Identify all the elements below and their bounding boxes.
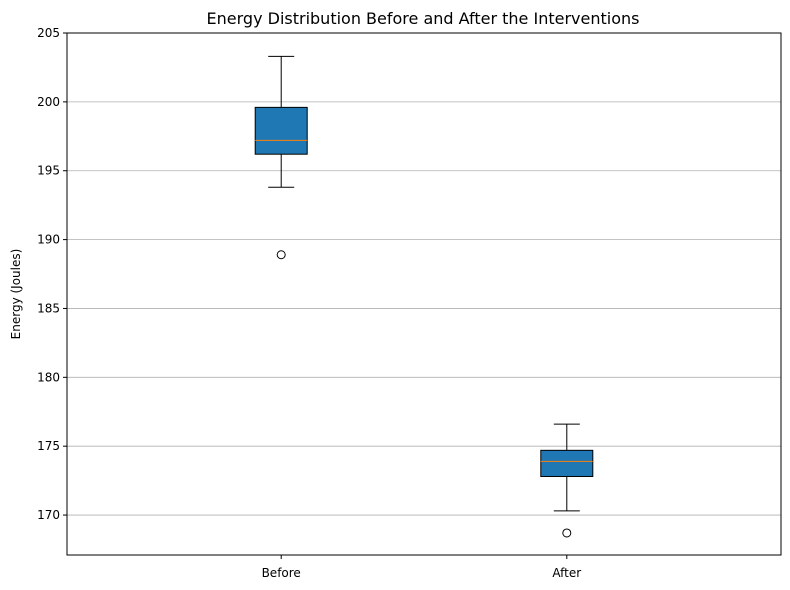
- y-tick-label: 190: [37, 233, 60, 247]
- outlier-point: [562, 528, 572, 538]
- y-axis-ticks: 170 175 180 185 190 195 200 205: [37, 26, 67, 522]
- y-tick-label: 205: [37, 26, 60, 40]
- box-after: [540, 423, 594, 538]
- iqr-box: [254, 106, 308, 155]
- y-tick-label: 195: [37, 164, 60, 178]
- iqr-box: [540, 449, 594, 477]
- y-tick-label: 200: [37, 95, 60, 109]
- y-tick-label: 185: [37, 301, 60, 315]
- y-axis-label: Energy (Joules): [9, 249, 23, 340]
- chart-title: Energy Distribution Before and After the…: [207, 9, 640, 28]
- y-tick-label: 170: [37, 508, 60, 522]
- outlier-point: [276, 250, 286, 260]
- box-before: [254, 55, 308, 260]
- plot-frame: [66, 32, 782, 556]
- y-tick-label: 180: [37, 370, 60, 384]
- box-series: [254, 55, 594, 538]
- y-tick-label: 175: [37, 439, 60, 453]
- grid-lines: [67, 101, 781, 516]
- x-axis-ticks: Before After: [262, 555, 581, 580]
- x-tick-label: After: [552, 566, 581, 580]
- x-tick-label: Before: [262, 566, 301, 580]
